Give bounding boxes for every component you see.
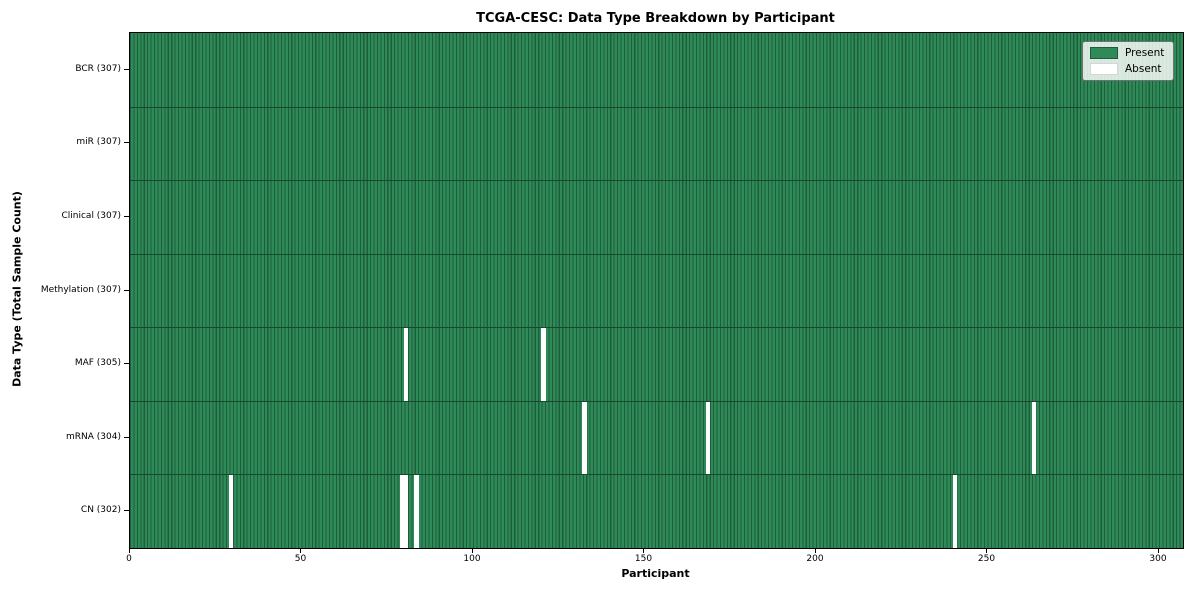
heatmap-row-maf — [130, 327, 1183, 401]
legend: Present Absent — [1082, 41, 1175, 81]
heatmap-row-mir — [130, 107, 1183, 181]
heatmap-row-mrna — [130, 400, 1183, 475]
absent-cell-mrna-168 — [705, 400, 711, 475]
x-tick-label: 200 — [806, 554, 824, 564]
x-axis-label: Participant — [621, 567, 690, 580]
y-tick-mark — [124, 142, 129, 144]
y-tick-label-mir: miR (307) — [76, 137, 121, 148]
legend-swatch-present — [1090, 47, 1118, 59]
x-tick-mark — [471, 548, 473, 553]
chart-title: TCGA-CESC: Data Type Breakdown by Partic… — [476, 11, 835, 26]
row-separator — [130, 180, 1183, 182]
absent-cell-maf-80 — [403, 327, 409, 401]
x-tick-label: 150 — [634, 554, 653, 564]
absent-cell-cn-79 — [400, 474, 405, 548]
y-tick-label-mrna: mRNA (304) — [66, 431, 121, 442]
x-tick-label: 0 — [126, 554, 132, 564]
absent-cell-mrna-263 — [1031, 400, 1036, 475]
y-tick-label-clinical: Clinical (307) — [61, 210, 121, 221]
heatmap-row-cn — [130, 474, 1183, 548]
y-tick-label-bcr: BCR (307) — [75, 63, 121, 74]
x-tick-label: 300 — [1149, 554, 1167, 564]
row-separator — [130, 474, 1183, 476]
heatmap-row-clinical — [130, 180, 1183, 254]
row-separator — [130, 253, 1183, 255]
x-tick-mark — [129, 548, 130, 553]
x-tick-mark — [1157, 548, 1159, 553]
x-tick-mark — [986, 548, 988, 553]
y-tick-label-maf: MAF (305) — [74, 358, 121, 369]
y-tick-mark — [124, 289, 129, 291]
row-separator — [130, 106, 1183, 108]
x-tick-label: 250 — [977, 554, 996, 564]
absent-cell-mrna-132 — [582, 400, 587, 475]
absent-cell-cn-83 — [414, 474, 419, 548]
heatmap-plot-area — [129, 32, 1184, 549]
y-tick-label-cn: CN (302) — [80, 505, 121, 516]
x-tick-label: 100 — [463, 554, 481, 564]
y-tick-mark — [124, 436, 129, 438]
x-tick-mark — [300, 548, 302, 553]
y-tick-mark — [124, 68, 129, 70]
y-tick-mark — [124, 215, 129, 217]
legend-entry-present: Present — [1090, 47, 1164, 59]
absent-cell-maf-120 — [541, 327, 546, 401]
legend-entry-absent: Absent — [1090, 63, 1164, 75]
y-axis-label: Data Type (Total Sample Count) — [10, 191, 24, 387]
absent-cell-cn-29 — [228, 474, 234, 548]
legend-swatch-absent — [1090, 63, 1118, 75]
x-tick-mark — [643, 548, 645, 553]
heatmap-row-methylation — [130, 254, 1183, 328]
y-tick-label-methylation: Methylation (307) — [40, 284, 121, 295]
row-separator — [130, 327, 1183, 329]
legend-label: Present — [1125, 47, 1165, 59]
heatmap-row-bcr — [130, 33, 1183, 107]
x-tick-label: 50 — [294, 554, 307, 564]
y-tick-mark — [124, 363, 129, 365]
legend-label: Absent — [1125, 63, 1162, 75]
row-separator — [130, 400, 1183, 402]
absent-cell-cn-80 — [403, 474, 409, 548]
x-tick-mark — [814, 548, 816, 553]
y-tick-mark — [124, 510, 129, 512]
absent-cell-cn-240 — [952, 474, 958, 548]
